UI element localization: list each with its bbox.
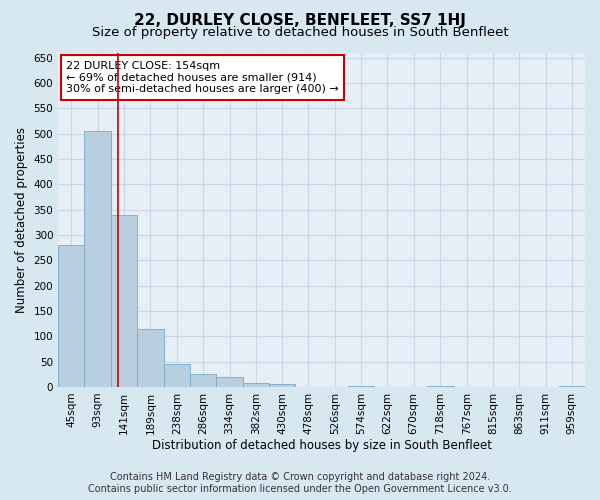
Text: 22, DURLEY CLOSE, BENFLEET, SS7 1HJ: 22, DURLEY CLOSE, BENFLEET, SS7 1HJ bbox=[134, 12, 466, 28]
Bar bbox=[111, 214, 137, 387]
Bar bbox=[164, 364, 190, 387]
Bar bbox=[427, 386, 454, 387]
Bar bbox=[137, 328, 164, 387]
Bar bbox=[85, 131, 111, 387]
Bar bbox=[243, 383, 269, 387]
Bar bbox=[559, 386, 585, 387]
Text: 22 DURLEY CLOSE: 154sqm
← 69% of detached houses are smaller (914)
30% of semi-d: 22 DURLEY CLOSE: 154sqm ← 69% of detache… bbox=[66, 61, 339, 94]
Bar bbox=[217, 377, 243, 387]
Text: Contains HM Land Registry data © Crown copyright and database right 2024.
Contai: Contains HM Land Registry data © Crown c… bbox=[88, 472, 512, 494]
Bar bbox=[348, 386, 374, 387]
Text: Size of property relative to detached houses in South Benfleet: Size of property relative to detached ho… bbox=[92, 26, 508, 39]
Bar bbox=[190, 374, 217, 387]
X-axis label: Distribution of detached houses by size in South Benfleet: Distribution of detached houses by size … bbox=[152, 440, 491, 452]
Y-axis label: Number of detached properties: Number of detached properties bbox=[15, 126, 28, 312]
Bar bbox=[269, 384, 295, 387]
Bar bbox=[58, 245, 85, 387]
